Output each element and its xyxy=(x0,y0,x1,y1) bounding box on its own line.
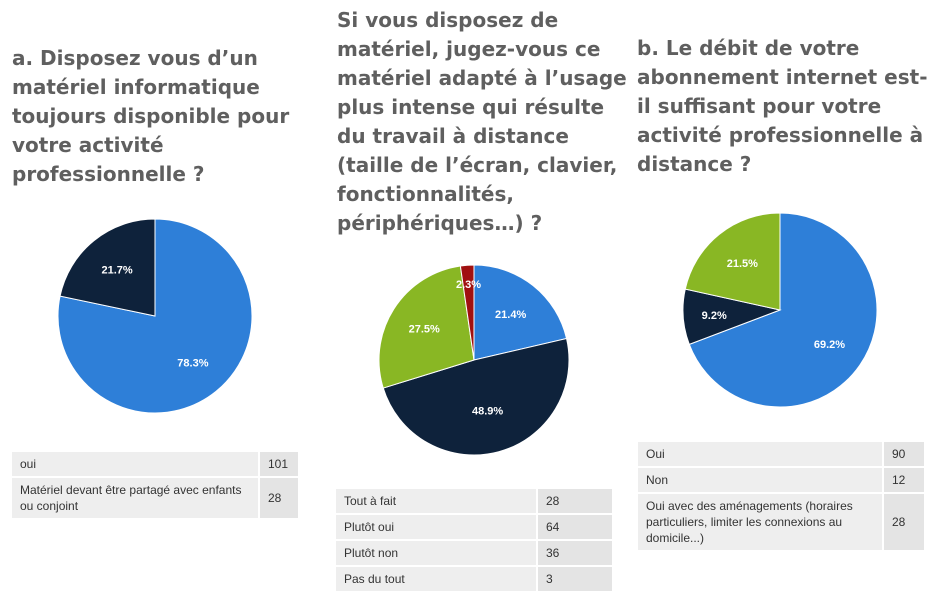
table-row: Plutôt non 36 xyxy=(336,541,612,565)
pie-slice-label: 9.2% xyxy=(702,310,727,322)
legend-value: 12 xyxy=(882,468,924,492)
legend-value: 28 xyxy=(258,478,298,518)
pie-slice xyxy=(459,264,475,361)
table-row: Oui avec des aménagements (horaires part… xyxy=(638,494,924,550)
chart-b-title: b. Le débit de votre abonnement internet… xyxy=(637,36,928,176)
legend-value: 64 xyxy=(536,515,612,539)
pie-slice xyxy=(688,212,878,408)
table-row: Matériel devant être partagé avec enfant… xyxy=(12,478,298,518)
pie-slice-label: 48.9% xyxy=(472,405,503,417)
legend-label: Plutôt non xyxy=(336,541,536,565)
pie-slice-label: 21.7% xyxy=(101,264,132,276)
legend-label: Oui xyxy=(638,442,882,466)
pie-slice-label: 2.3% xyxy=(456,279,481,291)
legend-label: Tout à fait xyxy=(336,489,536,513)
pie-slice-label: 21.4% xyxy=(495,309,526,321)
legend-label: Plutôt oui xyxy=(336,515,536,539)
chart-middle-legend-table: Tout à fait 28 Plutôt oui 64 Plutôt non … xyxy=(336,487,612,593)
legend-value: 3 xyxy=(536,567,612,591)
table-row: Pas du tout 3 xyxy=(336,567,612,591)
chart-a-pie: 78.3% 21.7% xyxy=(57,218,253,414)
pie-slice xyxy=(684,212,781,311)
legend-label: Pas du tout xyxy=(336,567,536,591)
chart-b-pie: 69.2% 9.2% 21.5% xyxy=(682,212,878,408)
pie-slice-label: 69.2% xyxy=(814,339,845,351)
pie-slice xyxy=(473,264,568,361)
pie-slice xyxy=(59,218,156,317)
pie-slice-label: 27.5% xyxy=(409,324,440,336)
chart-a-legend-table: oui 101 Matériel devant être partagé ave… xyxy=(12,450,298,520)
table-row: Tout à fait 28 xyxy=(336,489,612,513)
table-row: Plutôt oui 64 xyxy=(336,515,612,539)
table-row: Non 12 xyxy=(638,468,924,492)
chart-middle-title: Si vous disposez de matériel, jugez-vous… xyxy=(337,8,627,235)
pie-slice xyxy=(378,265,475,389)
legend-label: Non xyxy=(638,468,882,492)
pie-slice-label: 21.5% xyxy=(727,258,758,270)
chart-a-title: a. Disposez vous d’un matériel informati… xyxy=(12,46,290,186)
pie-slice xyxy=(382,337,570,456)
table-row: Oui 90 xyxy=(638,442,924,466)
legend-value: 36 xyxy=(536,541,612,565)
chart-b-legend-table: Oui 90 Non 12 Oui avec des aménagements … xyxy=(638,440,924,552)
legend-value: 101 xyxy=(258,452,298,476)
chart-middle-pie: 21.4% 48.9% 27.5% 2.3% xyxy=(378,264,570,456)
legend-value: 28 xyxy=(536,489,612,513)
legend-value: 90 xyxy=(882,442,924,466)
legend-label: Matériel devant être partagé avec enfant… xyxy=(12,478,258,518)
table-row: oui 101 xyxy=(12,452,298,476)
pie-slice-label: 78.3% xyxy=(177,358,208,370)
legend-label: oui xyxy=(12,452,258,476)
legend-label: Oui avec des aménagements (horaires part… xyxy=(638,494,882,550)
legend-value: 28 xyxy=(882,494,924,550)
